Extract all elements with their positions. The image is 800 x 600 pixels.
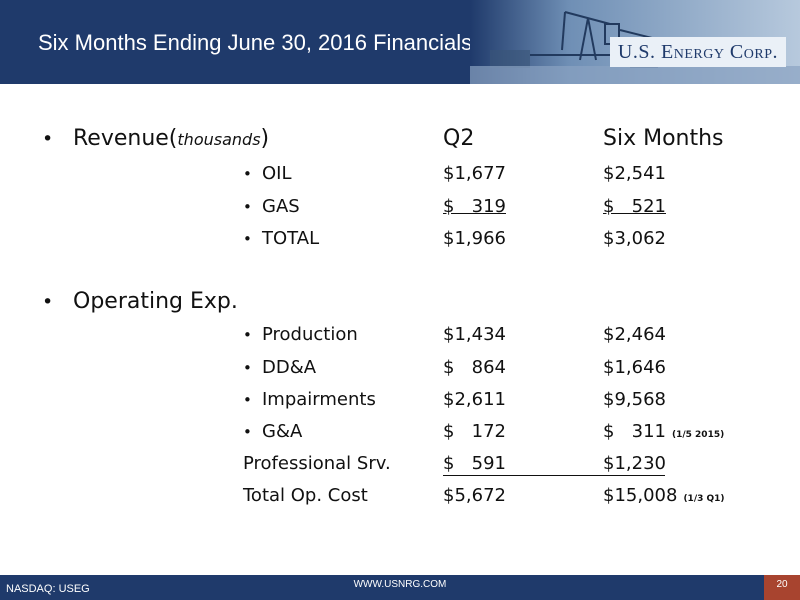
row-label: DD&A [262, 357, 317, 378]
row-label: Production [262, 324, 358, 345]
six-month-value: $1,646 [603, 357, 666, 378]
bullet: • [243, 359, 252, 377]
q2-value: $ 319 [443, 196, 506, 217]
bullet: • [243, 423, 252, 441]
six-month-value: $9,568 [603, 389, 666, 410]
bullet: • [243, 326, 252, 344]
table-row: • GAS $ 319 $ 521 [0, 191, 800, 223]
q2-value: $1,966 [443, 228, 506, 249]
table-row: Professional Srv. $ 591 $1,230 [0, 448, 800, 480]
q2-value: $ 172 [443, 421, 506, 442]
q2-value: $1,677 [443, 163, 506, 184]
header-banner: Six Months Ending June 30, 2016 Financia… [0, 0, 800, 84]
page-number: 20 [764, 575, 800, 600]
revenue-header-row: • Revenue(thousands) Q2 Six Months [0, 123, 800, 155]
q2-value: $ 591 [443, 453, 506, 474]
table-row: • OIL $1,677 $2,541 [0, 158, 800, 190]
q2-value: $5,672 [443, 485, 506, 506]
row-label: Professional Srv. [243, 453, 391, 474]
row-label: TOTAL [262, 228, 320, 249]
table-row: • Impairments $2,611 $9,568 [0, 384, 800, 416]
six-month-value: $2,464 [603, 324, 666, 345]
footer-bar: NASDAQ: USEG WWW.USNRG.COM 20 [0, 575, 800, 600]
row-label: Total Op. Cost [243, 485, 368, 506]
operating-label: Operating Exp. [73, 289, 238, 314]
company-logo: U.S. Energy Corp. [609, 37, 786, 67]
ticker-label: NASDAQ: USEG [6, 583, 90, 595]
six-month-value: $15,008 (1/3 Q1) [603, 485, 725, 506]
slide-title: Six Months Ending June 30, 2016 Financia… [38, 30, 473, 55]
table-row: • TOTAL $1,966 $3,062 [0, 223, 800, 255]
six-month-value: $2,541 [603, 163, 666, 184]
bullet: • [243, 198, 252, 216]
revenue-units: thousands [177, 130, 261, 149]
row-label: Impairments [262, 389, 376, 410]
revenue-label: Revenue(thousands) [73, 126, 270, 151]
footnote: (1/5 2015) [671, 430, 725, 440]
row-label: GAS [262, 196, 300, 217]
total-underline [443, 475, 665, 476]
q2-value: $2,611 [443, 389, 506, 410]
six-month-value: $1,230 [603, 453, 666, 474]
six-month-value: $ 311 (1/5 2015) [603, 421, 725, 442]
bullet: • [42, 291, 54, 313]
table-row: • DD&A $ 864 $1,646 [0, 352, 800, 384]
row-label: OIL [262, 163, 292, 184]
q2-value: $ 864 [443, 357, 506, 378]
six-month-value: $ 521 [603, 196, 666, 217]
column-header-q2: Q2 [443, 126, 475, 151]
six-month-value: $3,062 [603, 228, 666, 249]
table-row: Total Op. Cost $5,672 $15,008 (1/3 Q1) [0, 480, 800, 512]
operating-header-row: • Operating Exp. [0, 286, 800, 318]
website-url: WWW.USNRG.COM [353, 579, 447, 590]
row-label: G&A [262, 421, 303, 442]
footnote: (1/3 Q1) [683, 494, 725, 504]
bullet: • [243, 165, 252, 183]
bullet: • [42, 128, 54, 150]
column-header-six-months: Six Months [603, 126, 724, 151]
table-row: • G&A $ 172 $ 311 (1/5 2015) [0, 416, 800, 448]
bullet: • [243, 391, 252, 409]
table-row: • Production $1,434 $2,464 [0, 319, 800, 351]
q2-value: $1,434 [443, 324, 506, 345]
bullet: • [243, 230, 252, 248]
